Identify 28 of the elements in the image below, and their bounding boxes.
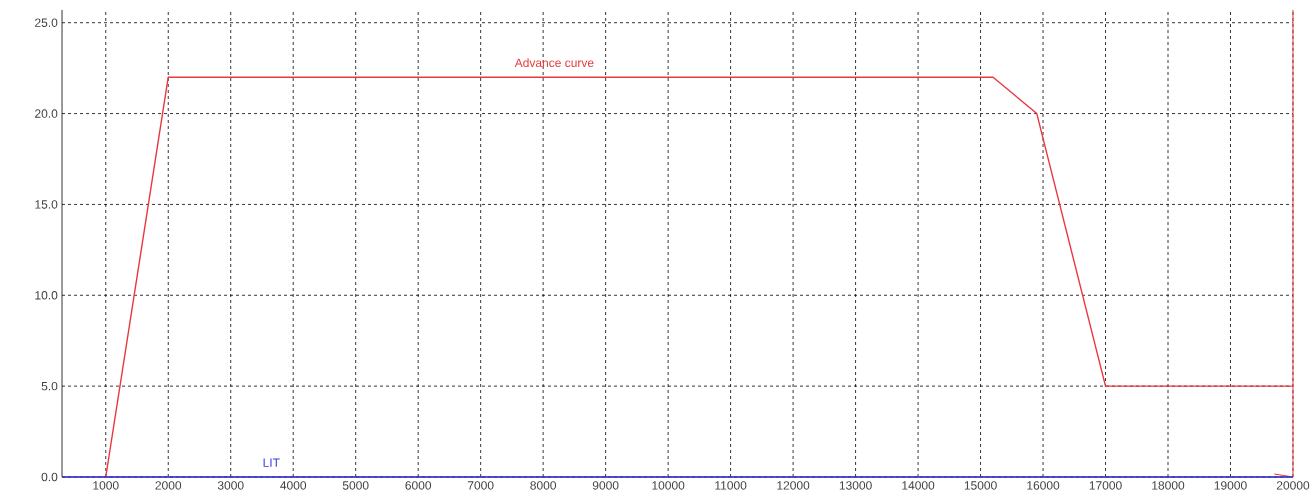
series-label: LIT xyxy=(263,458,280,467)
x-tick-label: 1000 xyxy=(93,481,119,490)
x-tick-label: 16000 xyxy=(1027,481,1060,490)
x-tick-label: 6000 xyxy=(405,481,432,490)
x-tick-label: 13000 xyxy=(839,481,872,490)
y-tick-label: 0.0 xyxy=(41,472,58,482)
y-tick-label: 25.0 xyxy=(35,18,58,27)
x-tick-label: 19000 xyxy=(1214,481,1247,490)
x-tick-label: 8000 xyxy=(530,481,557,490)
y-tick-label: 15.0 xyxy=(35,200,58,209)
series-label: Advance curve xyxy=(514,58,594,68)
y-tick-label: 5.0 xyxy=(41,381,58,391)
y-tick-label: 20.0 xyxy=(35,109,58,118)
x-tick-label: 7000 xyxy=(467,481,494,490)
x-tick-label: 14000 xyxy=(902,481,935,490)
y-tick-label: 10.0 xyxy=(35,291,58,300)
x-tick-label: 17000 xyxy=(1089,481,1122,490)
x-tick-label: 20000 xyxy=(1276,481,1310,490)
x-tick-label: 9000 xyxy=(592,481,619,490)
x-tick-label: 12000 xyxy=(777,481,810,490)
x-tick-label: 11000 xyxy=(715,481,747,490)
x-tick-label: 2000 xyxy=(155,481,182,490)
x-tick-label: 4000 xyxy=(280,481,307,490)
x-tick-label: 18000 xyxy=(1152,481,1185,490)
x-tick-label: 10000 xyxy=(652,481,685,490)
x-tick-label: 3000 xyxy=(217,481,244,490)
x-tick-label: 15000 xyxy=(964,481,997,490)
x-tick-label: 5000 xyxy=(342,481,369,490)
